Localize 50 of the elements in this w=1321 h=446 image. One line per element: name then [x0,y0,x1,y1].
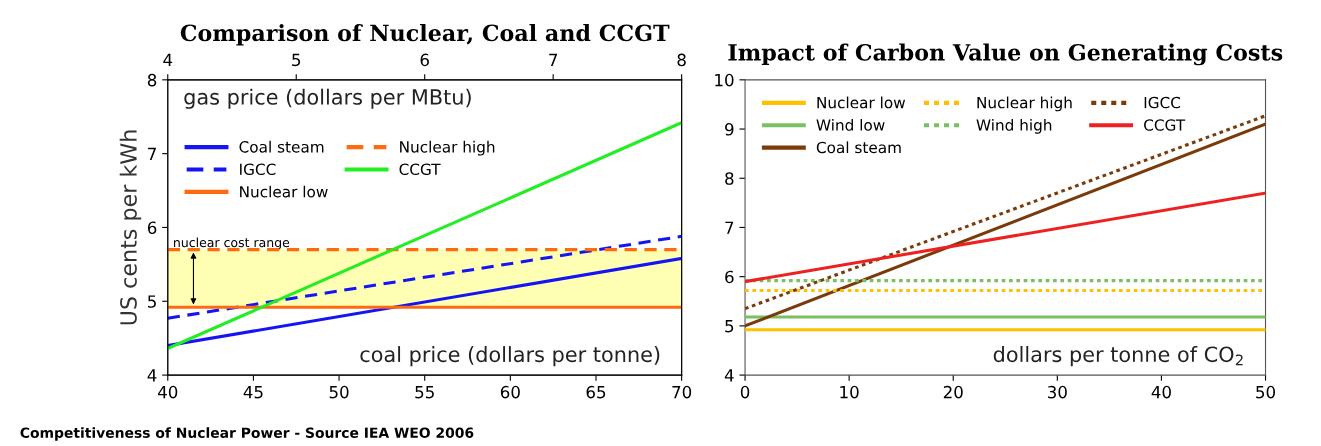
x-tick-label: 50 [329,385,349,399]
legend-label: CCGT [399,163,441,176]
x2-tick-label: 8 [677,53,686,67]
x2-tick-label: 7 [549,53,558,66]
x2-axis-title: gas price (dollars per MBtu) [184,88,471,109]
text: Competitiveness of Nuclear Power - Source IEA WEO 2006 [20,427,474,441]
legend-label: Coal steam [239,140,324,153]
legend-label: Coal steam [816,141,901,154]
x2-tick-label: 4 [163,53,173,66]
x-tick-label: 55 [415,386,434,399]
y-tick-label: 8 [147,73,157,87]
x-tick-label: 60 [500,385,520,399]
x-tick-label: 10 [840,385,859,399]
y-tick-label: 8 [725,172,734,185]
y-tick-label: 10 [715,73,734,87]
legend-label: Wind high [976,118,1052,134]
legend-label: Nuclear high [400,140,495,156]
legend-label: Wind low [816,118,885,131]
legend-label: CCGT [1144,119,1186,131]
x-tick-label: 40 [1151,385,1171,399]
y-tick-label: 6 [725,270,734,284]
x-tick-label: 70 [672,385,692,399]
x-tick-label: 50 [1256,385,1276,399]
x-tick-label: 45 [243,386,263,399]
legend-label: IGCC [1144,96,1181,109]
y-tick-label: 7 [725,221,734,234]
y-tick-label: 5 [148,295,156,308]
y-tick-label: 4 [147,369,157,382]
x-tick-label: 0 [740,385,750,399]
y-axis-title: US cents per kWh [119,130,142,325]
legend-label: Nuclear high [977,96,1072,112]
x-axis-title: dollars per tonne of CO$_{2}$ [993,346,1243,367]
chart-title: Comparison of Nuclear, Coal and CCGT [180,24,670,46]
x-tick-label: 30 [1047,385,1067,399]
x-axis-title: coal price (dollars per tonne) [360,346,660,367]
legend-label: Nuclear low [817,96,906,109]
legend-label: IGCC [240,163,276,176]
y-tick-label: 5 [725,320,734,333]
y-tick-label: 6 [147,221,157,235]
band-label: nuclear cost range [174,237,290,250]
x2-tick-label: 5 [292,53,301,67]
y-tick-label: 9 [725,123,734,136]
x-tick-label: 40 [157,385,178,399]
legend-label: Nuclear low [240,185,328,198]
chart-title: Impact of Carbon Value on Generating Costs [728,43,1283,66]
x-tick-label: 20 [943,385,963,399]
y-tick-label: 4 [724,369,734,382]
y-tick-label: 7 [148,147,156,160]
x2-tick-label: 6 [420,53,429,67]
x-tick-label: 65 [586,385,606,399]
